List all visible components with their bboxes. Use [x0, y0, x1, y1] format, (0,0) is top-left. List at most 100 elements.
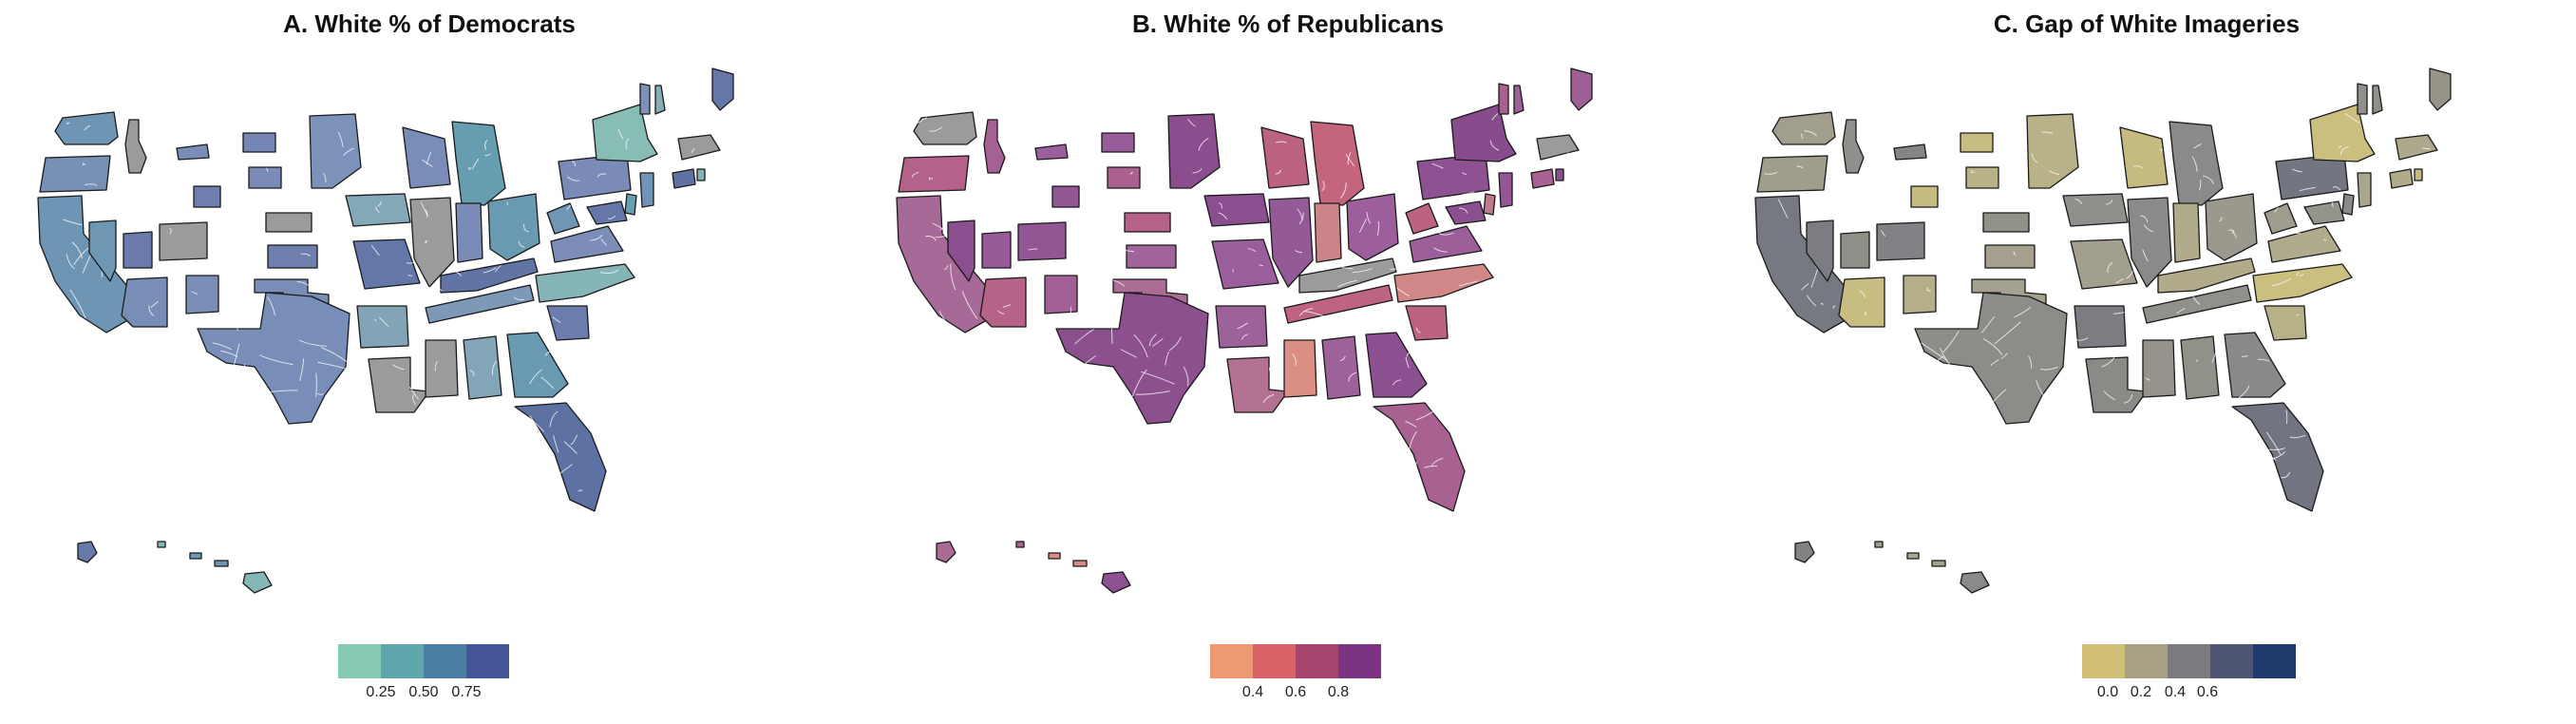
state-nh [1513, 85, 1525, 115]
state-ga [2224, 332, 2286, 398]
state-ak [936, 541, 957, 563]
district-boundary [526, 463, 535, 466]
district-boundary [265, 390, 298, 393]
district-boundary [2000, 352, 2008, 359]
district-boundary [2214, 283, 2225, 288]
state-hi4 [242, 571, 273, 594]
district-boundary [2299, 274, 2304, 276]
legend-colorbar [338, 644, 509, 678]
district-boundary [2159, 148, 2163, 151]
district-boundary [1192, 168, 1203, 174]
state-wy [193, 185, 221, 208]
district-boundary [1151, 338, 1164, 347]
district-boundary [1392, 442, 1395, 457]
district-boundary [2036, 380, 2046, 399]
district-boundary [1939, 347, 1960, 378]
district-boundary [2299, 186, 2316, 192]
state-nj [2357, 172, 2372, 208]
state-sc [2263, 305, 2307, 341]
state-ak [77, 541, 98, 563]
district-boundary [1565, 152, 1569, 156]
district-boundary [1994, 321, 2021, 345]
state-az [121, 276, 168, 328]
state-mn [309, 113, 362, 189]
state-md [1445, 200, 1487, 225]
state-tn [2142, 284, 2252, 324]
district-boundary [1110, 323, 1113, 344]
district-boundary [2115, 278, 2125, 284]
state-or [898, 155, 970, 193]
district-boundary [552, 316, 561, 324]
legend-swatch [1253, 644, 1296, 678]
district-boundary [911, 171, 919, 178]
state-oh [2205, 193, 2258, 261]
legend-swatch [1296, 644, 1338, 678]
state-ar [2074, 305, 2127, 349]
district-boundary [2013, 251, 2017, 256]
district-boundary [467, 167, 471, 171]
state-al [463, 335, 502, 400]
district-boundary [1298, 212, 1304, 225]
state-la [368, 356, 430, 413]
district-boundary [2076, 337, 2089, 341]
legend-tick: 0.0 [2096, 684, 2119, 700]
district-boundary [298, 339, 328, 347]
district-boundary [1129, 171, 1133, 176]
district-boundary [1247, 248, 1257, 253]
district-boundary [469, 370, 475, 376]
district-boundary [1067, 306, 1072, 315]
district-boundary [1804, 130, 1818, 137]
legend-tick: 0.4 [2164, 684, 2187, 700]
district-boundary [316, 392, 324, 395]
district-boundary [1348, 372, 1357, 382]
state-group [37, 67, 734, 594]
district-boundary [1183, 366, 1189, 387]
state-id [983, 119, 1006, 174]
state-nm [1044, 275, 1078, 314]
state-mn [1167, 113, 1221, 189]
state-il [409, 197, 455, 288]
state-hi1 [157, 541, 166, 548]
district-boundary [2259, 447, 2277, 461]
panel-title: C. Gap of White Imageries [1993, 10, 2301, 38]
district-boundary [1366, 212, 1372, 224]
state-tx [1914, 292, 2068, 425]
state-ks [1126, 244, 1177, 269]
state-in [1314, 202, 1342, 263]
district-boundary [2112, 312, 2125, 314]
state-vt [1498, 83, 1509, 115]
state-hi2 [189, 552, 202, 560]
panel-title: A. White % of Democrats [283, 10, 576, 38]
district-boundary [1268, 367, 1274, 380]
panel-title: B. White % of Republicans [1132, 10, 1444, 38]
district-boundary [1086, 395, 1096, 404]
legend-tick: 0.50 [408, 684, 439, 700]
state-mt [1034, 143, 1069, 161]
district-boundary [190, 291, 199, 295]
state-ri [1555, 168, 1564, 181]
district-boundary [570, 434, 578, 446]
legend-tick-row: 0.25 0.50 0.75 [338, 684, 509, 713]
legend-republicans: 0.4 0.6 0.8 [1210, 644, 1381, 720]
state-la [1226, 356, 1289, 413]
district-boundary [1415, 409, 1437, 421]
state-il [2127, 197, 2172, 288]
district-boundary [420, 201, 428, 217]
district-boundary [540, 376, 555, 390]
legend-tick-row: 0.0 0.2 0.4 0.6 [2082, 684, 2296, 713]
district-boundary [407, 274, 413, 276]
district-boundary [2323, 238, 2327, 241]
state-ms [2142, 339, 2176, 398]
map-democrats [37, 67, 734, 594]
district-boundary [484, 140, 488, 150]
state-co [159, 221, 208, 261]
state-nh [654, 85, 666, 115]
district-boundary [422, 159, 433, 167]
legend-tick: 0.25 [366, 684, 396, 700]
district-boundary [997, 310, 1005, 314]
state-wi [2119, 126, 2169, 189]
legend-swatch [1338, 644, 1381, 678]
district-boundary [1303, 311, 1328, 319]
district-boundary [1165, 351, 1169, 366]
state-ga [1365, 332, 1428, 398]
